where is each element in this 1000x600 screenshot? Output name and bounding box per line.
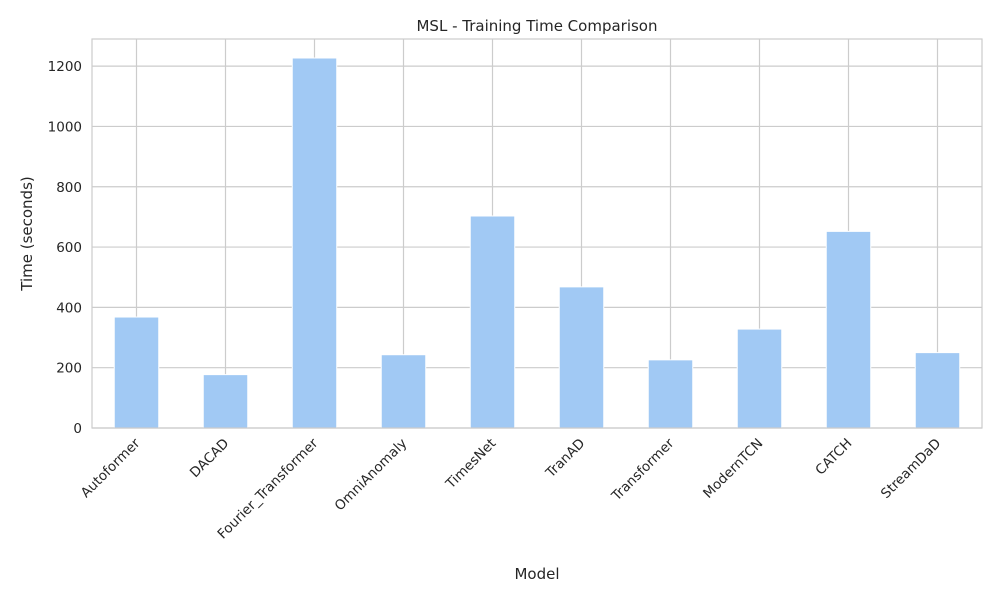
- x-tick-label: Transformer: [608, 435, 678, 505]
- x-tick-label: TimesNet: [442, 436, 499, 493]
- bar-timesnet: [469, 215, 516, 429]
- y-tick-label: 0: [73, 421, 82, 437]
- x-tick-label: OmniAnomaly: [332, 436, 411, 515]
- bar-catch: [825, 230, 872, 429]
- x-tick-label: StreamDaD: [878, 436, 944, 502]
- y-tick-labels: 0 200 400 600 800 1000 1200: [48, 59, 82, 437]
- y-tick-label: 600: [56, 240, 82, 256]
- bar-autoformer: [113, 316, 160, 429]
- bar-fourier-transformer: [291, 57, 338, 429]
- x-tick-label: Fourier_Transformer: [215, 435, 322, 542]
- x-tick-label: CATCH: [812, 436, 855, 479]
- x-tick-label: DACAD: [187, 436, 232, 481]
- bar-omnianomaly: [380, 354, 427, 429]
- bars: [113, 57, 961, 429]
- y-tick-label: 400: [56, 300, 82, 316]
- x-tick-label: ModernTCN: [700, 436, 766, 502]
- bar-streamdad: [914, 352, 961, 429]
- chart-title: MSL - Training Time Comparison: [416, 17, 657, 35]
- x-tick-label: Autoformer: [78, 435, 144, 501]
- x-axis-title: Model: [514, 565, 559, 583]
- plot-frame: [91, 38, 983, 429]
- bar-moderntcn: [736, 328, 783, 429]
- x-tick-label: TranAD: [542, 436, 588, 482]
- y-tick-label: 1200: [48, 59, 82, 75]
- y-tick-label: 200: [56, 361, 82, 377]
- y-tick-label: 800: [56, 180, 82, 196]
- bar-transformer: [647, 359, 694, 429]
- bar-tranad: [558, 286, 605, 429]
- bar-dacad: [202, 374, 249, 429]
- y-tick-label: 1000: [48, 119, 82, 135]
- y-axis-title: Time (seconds): [18, 176, 36, 292]
